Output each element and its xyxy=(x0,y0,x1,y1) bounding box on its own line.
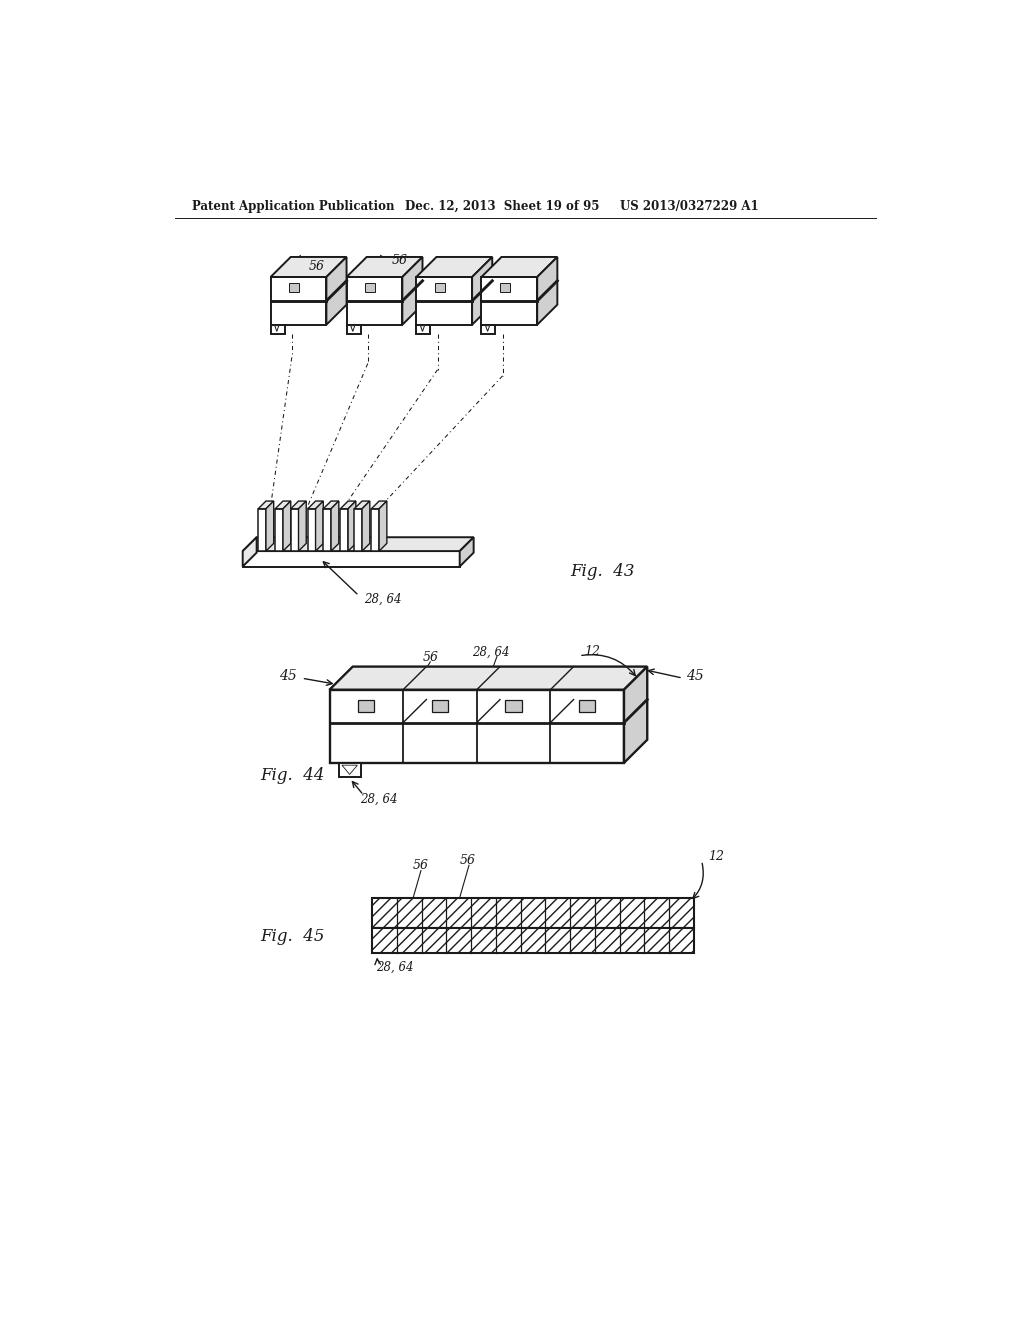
Polygon shape xyxy=(432,700,449,711)
Polygon shape xyxy=(365,284,375,292)
Polygon shape xyxy=(243,552,460,566)
Text: 28, 64: 28, 64 xyxy=(472,645,510,659)
Polygon shape xyxy=(243,537,474,552)
Text: Fig.  44: Fig. 44 xyxy=(260,767,325,784)
Polygon shape xyxy=(324,502,339,508)
Polygon shape xyxy=(417,257,493,277)
Polygon shape xyxy=(481,257,557,277)
Polygon shape xyxy=(308,508,315,552)
Polygon shape xyxy=(417,277,472,325)
Polygon shape xyxy=(283,502,291,552)
Polygon shape xyxy=(270,277,327,325)
Text: 56: 56 xyxy=(460,854,475,867)
Polygon shape xyxy=(372,898,693,928)
Polygon shape xyxy=(243,537,257,566)
Text: 12: 12 xyxy=(708,850,724,862)
Polygon shape xyxy=(266,502,273,552)
Polygon shape xyxy=(362,502,370,552)
Text: 28, 64: 28, 64 xyxy=(376,961,414,973)
Polygon shape xyxy=(372,502,387,508)
Polygon shape xyxy=(270,257,346,277)
Polygon shape xyxy=(331,502,339,552)
Polygon shape xyxy=(538,257,557,325)
Polygon shape xyxy=(372,928,693,953)
Polygon shape xyxy=(379,502,387,552)
Polygon shape xyxy=(308,502,324,508)
Polygon shape xyxy=(291,508,299,552)
Text: 28, 64: 28, 64 xyxy=(365,593,401,606)
Polygon shape xyxy=(289,284,299,292)
Polygon shape xyxy=(580,700,595,711)
Polygon shape xyxy=(275,508,283,552)
Polygon shape xyxy=(340,502,356,508)
Polygon shape xyxy=(324,508,331,552)
Polygon shape xyxy=(472,257,493,325)
Polygon shape xyxy=(270,325,285,334)
Polygon shape xyxy=(274,326,279,331)
Polygon shape xyxy=(351,326,354,331)
Polygon shape xyxy=(624,667,647,763)
Polygon shape xyxy=(348,502,356,552)
Polygon shape xyxy=(346,257,423,277)
Text: Dec. 12, 2013  Sheet 19 of 95: Dec. 12, 2013 Sheet 19 of 95 xyxy=(406,199,600,213)
Polygon shape xyxy=(330,667,647,689)
Polygon shape xyxy=(340,508,348,552)
Polygon shape xyxy=(315,502,324,552)
Polygon shape xyxy=(330,689,624,763)
Polygon shape xyxy=(299,502,306,552)
Polygon shape xyxy=(460,537,474,566)
Text: 12: 12 xyxy=(584,644,600,657)
Text: 45: 45 xyxy=(686,669,703,682)
Polygon shape xyxy=(342,766,357,775)
Polygon shape xyxy=(417,325,430,334)
Polygon shape xyxy=(354,502,370,508)
Polygon shape xyxy=(372,508,379,552)
Polygon shape xyxy=(485,326,489,331)
Text: US 2013/0327229 A1: US 2013/0327229 A1 xyxy=(621,199,759,213)
Polygon shape xyxy=(339,763,360,776)
Text: Fig.  43: Fig. 43 xyxy=(569,564,634,581)
Polygon shape xyxy=(291,502,306,508)
Polygon shape xyxy=(481,325,496,334)
Polygon shape xyxy=(421,326,425,331)
Polygon shape xyxy=(500,284,510,292)
Text: 56: 56 xyxy=(422,651,438,664)
Polygon shape xyxy=(346,325,360,334)
Text: 56: 56 xyxy=(413,859,429,871)
Text: 28, 64: 28, 64 xyxy=(360,792,398,805)
Polygon shape xyxy=(346,277,402,325)
Polygon shape xyxy=(481,277,538,325)
Text: Patent Application Publication: Patent Application Publication xyxy=(191,199,394,213)
Text: 45: 45 xyxy=(280,669,297,682)
Polygon shape xyxy=(327,257,346,325)
Polygon shape xyxy=(354,508,362,552)
Text: 56: 56 xyxy=(391,255,408,268)
Polygon shape xyxy=(402,257,423,325)
Polygon shape xyxy=(435,284,444,292)
Polygon shape xyxy=(258,502,273,508)
Text: Fig.  45: Fig. 45 xyxy=(260,928,325,945)
Polygon shape xyxy=(358,700,375,711)
Polygon shape xyxy=(258,508,266,552)
Polygon shape xyxy=(506,700,521,711)
Text: 56: 56 xyxy=(308,260,325,273)
Polygon shape xyxy=(275,502,291,508)
